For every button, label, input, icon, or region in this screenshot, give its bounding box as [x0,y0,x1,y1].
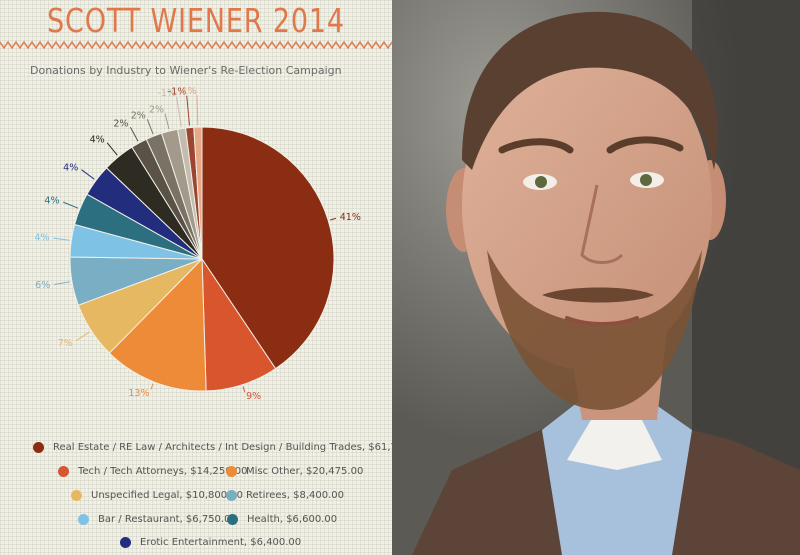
leader-line [196,95,199,126]
slice-label: 9% [246,391,261,402]
pie-slice [193,126,203,260]
slice-label: 2% [113,119,128,130]
legend-item: Erotic Entertainment, $6,400.00 [120,537,301,548]
chart-title: Donations by Industry to Wiener's Re-Ele… [30,64,342,77]
leader-line [150,383,154,390]
pie-slice [108,257,207,392]
legend-label: Real Estate / RE Law / Architects / Int … [53,442,392,453]
leader-line [186,95,191,126]
legend-swatch [120,537,131,548]
leader-line [54,281,71,286]
slice-label: 2% [131,111,146,122]
chart-legend: Real Estate / RE Law / Architects / Int … [0,438,392,553]
portrait-photo [392,0,800,555]
leader-line [242,386,246,393]
slice-label: 4% [44,196,59,207]
infographic-panel: SCOTT WIENER 2014 Donations by Industry … [0,0,392,555]
portrait-illustration [392,0,800,555]
leader-line [330,217,337,221]
legend-item: Real Estate / RE Law / Architects / Int … [33,442,392,453]
legend-swatch [78,514,89,525]
leader-line [53,237,70,241]
legend-label: Unspecified Legal, $10,800.00 [91,490,244,501]
zigzag-divider [0,41,392,49]
leader-line [106,142,118,156]
slice-label: 4% [90,135,105,146]
slice-label: -1% [168,87,187,98]
pie-chart: 41%9%13%7%6%4%4%4%4%2%2%2%-1%-1%-1% [34,86,361,402]
leader-line [176,96,182,127]
legend-item: Retirees, $8,400.00 [226,490,344,501]
legend-label: Bar / Restaurant, $6,750.00 [98,514,237,525]
legend-swatch [227,514,238,525]
slice-label: 7% [58,338,73,349]
legend-swatch [226,490,237,501]
legend-label: Erotic Entertainment, $6,400.00 [140,537,302,548]
legend-label: Health, $6,600.00 [247,514,338,525]
legend-item: Misc Other, $20,475.00 [226,466,363,477]
legend-label: Misc Other, $20,475.00 [246,466,364,477]
slice-label: -1% [157,88,176,99]
pie-slice [201,126,335,370]
legend-item: Unspecified Legal, $10,800.00 [71,490,243,501]
legend-swatch [58,466,69,477]
legend-label: Retirees, $8,400.00 [246,490,345,501]
legend-swatch [71,490,82,501]
leader-line [81,169,95,180]
leader-line [129,126,139,142]
slice-label: 4% [63,162,78,173]
slice-label: 13% [128,388,149,399]
slice-label: 2% [149,105,164,116]
legend-swatch [33,442,44,453]
leader-line [146,119,154,135]
slice-label: 6% [35,280,50,291]
legend-item: Health, $6,600.00 [227,514,337,525]
slice-label: 41% [340,212,361,223]
legend-item: Bar / Restaurant, $6,750.00 [78,514,237,525]
legend-item: Tech / Tech Attorneys, $14,250.00 [58,466,248,477]
page-title: SCOTT WIENER 2014 [47,1,345,40]
leader-line [164,113,170,130]
slice-label: -1% [178,86,197,97]
legend-label: Tech / Tech Attorneys, $14,250.00 [78,466,248,477]
legend-swatch [226,466,237,477]
leader-line [63,201,79,209]
leader-line [75,331,90,342]
slice-label: 4% [34,233,49,244]
